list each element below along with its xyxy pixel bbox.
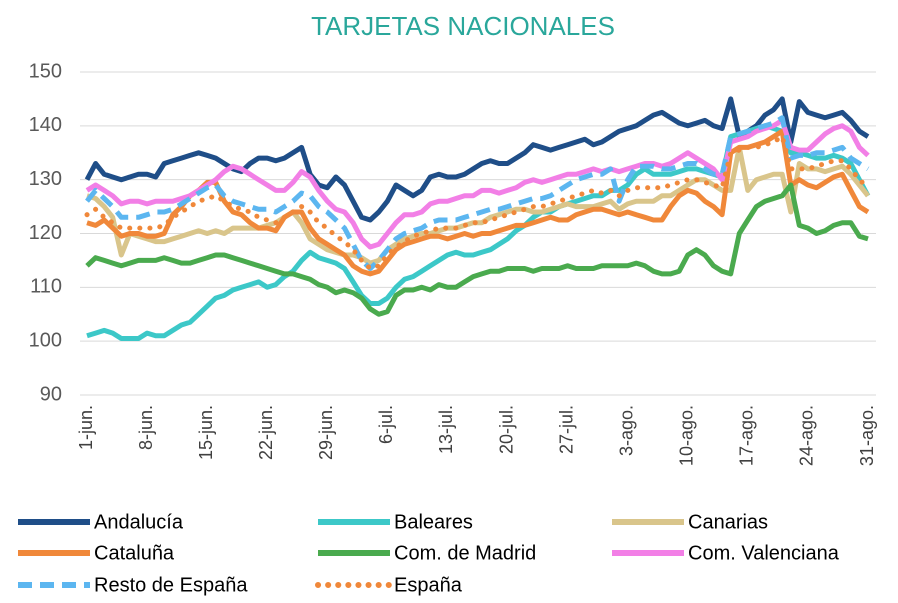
y-tick-label: 90 bbox=[40, 383, 62, 405]
x-tick-label: 6-jul. bbox=[376, 405, 396, 444]
legend-label: Com. Valenciana bbox=[688, 542, 840, 564]
y-tick-label: 150 bbox=[29, 60, 62, 82]
x-tick-label: 1-jun. bbox=[76, 405, 96, 450]
legend-label: Baleares bbox=[394, 511, 473, 533]
x-tick-label: 3-ago. bbox=[616, 405, 636, 456]
x-tick-label: 17-ago. bbox=[737, 405, 757, 466]
x-tick-label: 8-jun. bbox=[136, 405, 156, 450]
y-tick-label: 100 bbox=[29, 329, 62, 351]
series-line bbox=[85, 117, 870, 250]
legend-label: Canarias bbox=[688, 511, 768, 533]
legend-label: Andalucía bbox=[94, 511, 184, 533]
x-tick-label: 22-jun. bbox=[256, 405, 276, 460]
x-tick-label: 10-ago. bbox=[677, 405, 697, 466]
legend-label: Resto de España bbox=[94, 574, 248, 596]
y-tick-label: 140 bbox=[29, 114, 62, 136]
y-tick-label: 130 bbox=[29, 168, 62, 190]
series-line bbox=[85, 182, 869, 317]
series-line bbox=[84, 134, 871, 271]
y-tick-label: 110 bbox=[30, 276, 62, 298]
x-tick-label: 13-jul. bbox=[436, 405, 456, 454]
y-tick-label: 120 bbox=[29, 222, 62, 244]
chart-title: TARJETAS NACIONALES bbox=[311, 11, 615, 41]
legend-label: España bbox=[394, 574, 463, 596]
x-tick-label: 20-jul. bbox=[496, 405, 516, 454]
series-line bbox=[85, 115, 870, 271]
x-tick-label: 15-jun. bbox=[196, 405, 216, 460]
legend-label: Cataluña bbox=[94, 542, 175, 564]
x-tick-label: 24-ago. bbox=[797, 405, 817, 466]
x-tick-label: 31-ago. bbox=[857, 405, 877, 466]
legend-label: Com. de Madrid bbox=[394, 542, 536, 564]
series-line bbox=[84, 96, 870, 223]
x-tick-label: 27-jul. bbox=[556, 405, 576, 454]
x-tick-label: 29-jun. bbox=[316, 405, 336, 460]
